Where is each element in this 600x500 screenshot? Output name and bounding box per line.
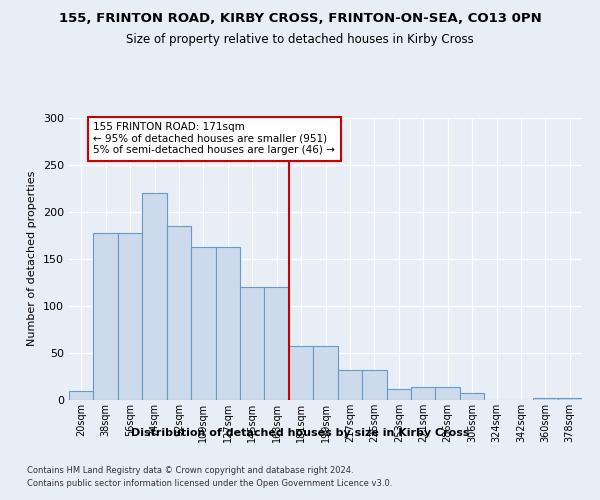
Bar [338, 370, 362, 400]
Bar [240, 287, 265, 400]
Bar [289, 346, 313, 400]
Text: 155, FRINTON ROAD, KIRBY CROSS, FRINTON-ON-SEA, CO13 0PN: 155, FRINTON ROAD, KIRBY CROSS, FRINTON-… [59, 12, 541, 26]
Bar [362, 370, 386, 400]
Bar [118, 234, 142, 400]
Text: Contains public sector information licensed under the Open Government Licence v3: Contains public sector information licen… [27, 479, 392, 488]
Text: Size of property relative to detached houses in Kirby Cross: Size of property relative to detached ho… [126, 32, 474, 46]
Bar [557, 398, 582, 400]
Bar [386, 388, 411, 400]
Bar [167, 226, 191, 400]
Bar [313, 346, 338, 400]
Bar [215, 246, 240, 400]
Bar [94, 234, 118, 400]
Bar [69, 390, 94, 400]
Bar [142, 193, 167, 400]
Bar [460, 394, 484, 400]
Text: 155 FRINTON ROAD: 171sqm
← 95% of detached houses are smaller (951)
5% of semi-d: 155 FRINTON ROAD: 171sqm ← 95% of detach… [94, 122, 335, 156]
Text: Distribution of detached houses by size in Kirby Cross: Distribution of detached houses by size … [131, 428, 469, 438]
Text: Contains HM Land Registry data © Crown copyright and database right 2024.: Contains HM Land Registry data © Crown c… [27, 466, 353, 475]
Bar [436, 387, 460, 400]
Bar [191, 246, 215, 400]
Y-axis label: Number of detached properties: Number of detached properties [28, 171, 37, 346]
Bar [533, 398, 557, 400]
Bar [411, 387, 436, 400]
Bar [265, 287, 289, 400]
